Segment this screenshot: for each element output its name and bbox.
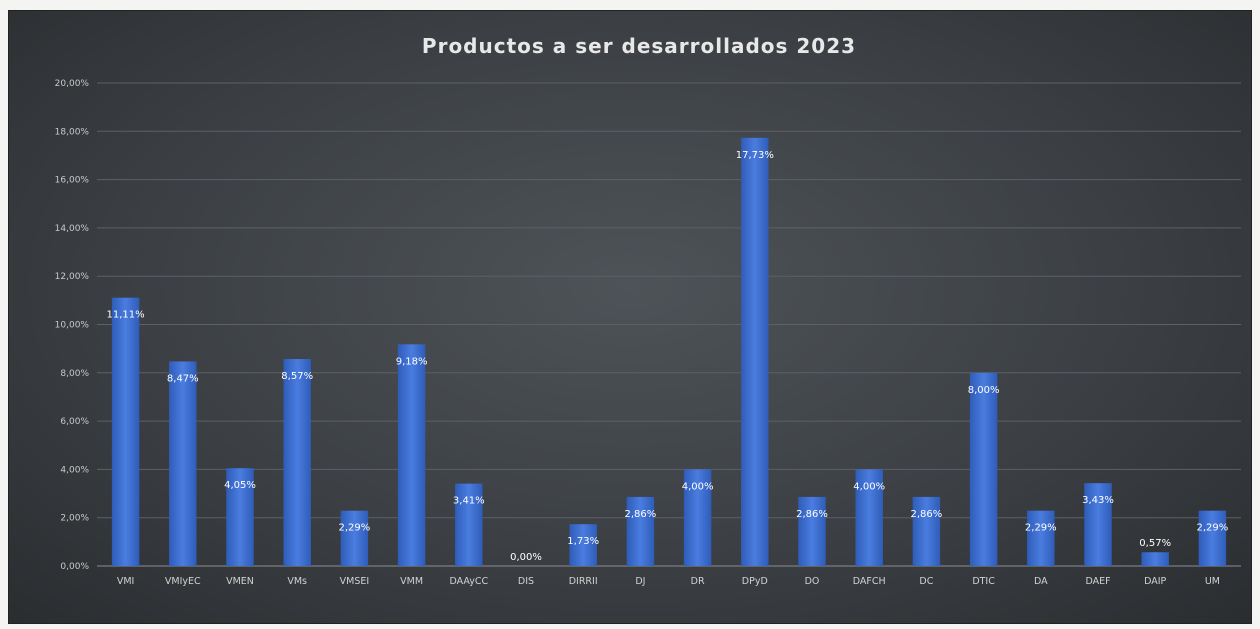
bar-dj [626,496,655,566]
bar-dtic [969,372,998,566]
x-category-label: DTIC [972,576,995,587]
data-label: 11,11% [107,310,145,321]
y-tick-label: 0,00% [60,562,89,572]
chart-title: Productos a ser desarrollados 2023 [422,34,856,58]
data-label: 0,57% [1139,538,1171,549]
data-label: 2,86% [625,509,657,520]
x-category-label: DC [919,576,933,587]
data-label: 8,57% [281,371,313,382]
y-tick-label: 2,00% [60,514,89,524]
data-label: 2,29% [339,523,371,534]
x-category-label: DAAyCC [449,576,488,587]
y-axis-ticks: 0,00% 2,00% 4,00% 6,00% 8,00% 10,00% 12,00% 14,… [55,79,90,572]
x-category-label: DIS [518,576,534,587]
x-category-label: VMEN [226,576,254,587]
bar-chart: Productos a ser desarrollados 2023 0,00%… [55,34,1241,587]
x-category-label: VMI [117,576,135,587]
data-label: 2,86% [796,509,828,520]
bar-vms [283,359,311,566]
x-category-label: VMs [287,576,307,587]
data-label: 0,00% [510,552,542,563]
x-category-label: VMM [400,576,423,587]
bar-dc [912,496,941,566]
bar-dafch [855,469,883,566]
y-tick-label: 12,00% [55,272,90,282]
bar-vmsei [340,510,369,566]
bar-do [798,496,826,566]
x-category-label: DO [805,576,820,587]
bar-daip [1141,552,1169,566]
data-label: 4,00% [682,481,714,492]
x-category-label: DJ [635,576,645,587]
x-category-label: VMSEI [340,576,370,587]
y-tick-label: 6,00% [60,417,89,427]
bar-daef [1084,483,1112,566]
data-label: 17,73% [736,150,774,161]
x-category-label: DR [691,576,705,587]
bar-vmiyec [169,361,197,566]
data-label: 4,05% [224,480,256,491]
data-label: 8,00% [968,385,1000,396]
y-tick-label: 14,00% [55,224,90,234]
data-label: 2,86% [911,509,943,520]
bar-dpyd [741,137,769,566]
bar-daaycc [455,483,483,566]
data-labels: 11,11% 8,47% 4,05% 8,57% 2,29% 9,18% 3,41% 0,00… [107,150,1229,563]
data-label: 9,18% [396,356,428,367]
x-category-label: VMIyEC [165,576,201,587]
bar-um [1198,510,1227,566]
bar-dirrii [569,524,597,566]
x-category-label: DAFCH [853,576,886,587]
data-label: 2,29% [1197,523,1229,534]
y-tick-label: 8,00% [60,369,89,379]
bar-dr [683,469,712,566]
data-label: 8,47% [167,373,199,384]
x-category-label: DAIP [1144,576,1166,587]
bar-vmm [397,344,426,566]
x-category-label: DPyD [742,576,768,587]
x-category-label: DAEF [1085,576,1110,587]
y-tick-label: 18,00% [55,127,90,137]
bar-vmen [226,468,254,566]
data-label: 3,43% [1082,495,1114,506]
y-tick-label: 20,00% [55,79,90,89]
bars [111,137,1227,566]
x-category-label: DA [1034,576,1048,587]
x-category-label: DIRRII [569,576,598,587]
bar-da [1027,510,1055,566]
data-label: 1,73% [567,536,599,547]
bar-vmi [111,297,140,566]
gridlines [97,82,1241,567]
data-label: 4,00% [853,481,885,492]
chart-panel: Productos a ser desarrollados 2023 0,00%… [8,10,1252,624]
x-category-label: UM [1205,576,1220,587]
y-tick-label: 4,00% [60,465,89,475]
data-label: 3,41% [453,496,485,507]
y-tick-label: 16,00% [55,176,90,186]
x-axis-categories: VMI VMIyEC VMEN VMs VMSEI VMM DAAyCC DIS DIRRII D… [117,576,1220,587]
y-tick-label: 10,00% [55,321,90,331]
data-label: 2,29% [1025,523,1057,534]
